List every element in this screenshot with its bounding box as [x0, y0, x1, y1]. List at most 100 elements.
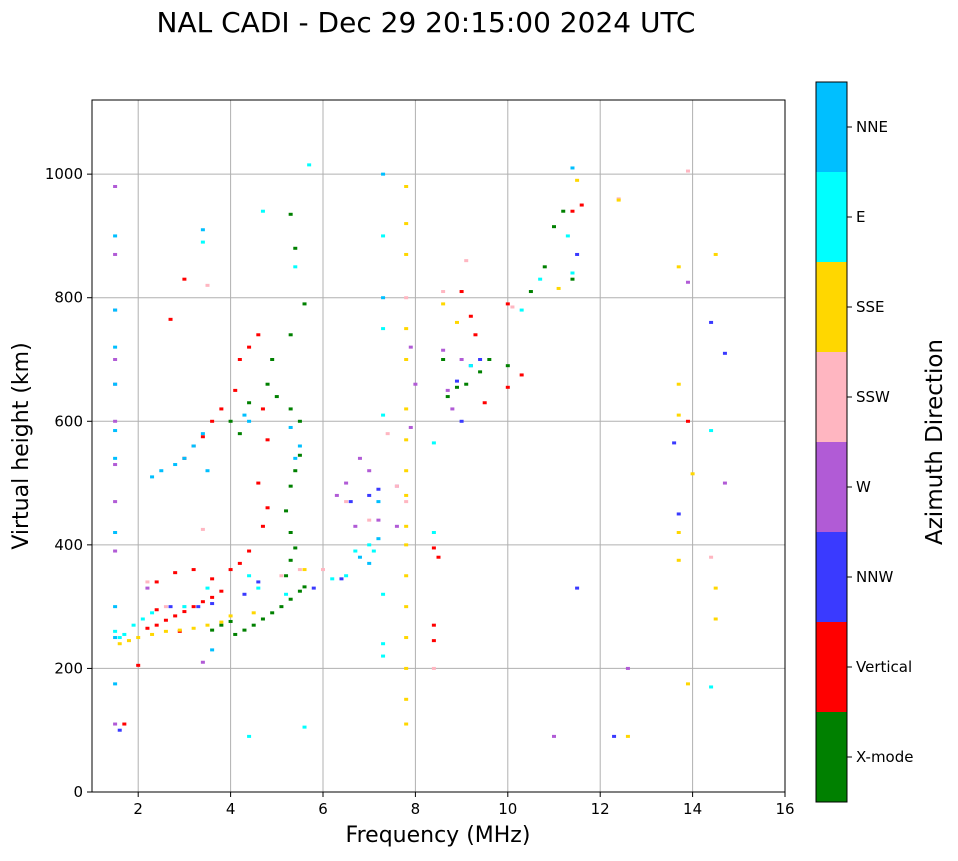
data-point-sse [713, 586, 718, 590]
data-point-vertical [519, 373, 524, 377]
y-tick-label: 400 [54, 536, 83, 554]
data-point-sse [404, 469, 409, 473]
data-point-ssw [200, 527, 205, 531]
data-point-sse [556, 286, 561, 290]
data-point-sse [404, 185, 409, 188]
data-point-nne [242, 413, 247, 417]
data-point-x-mode [445, 395, 450, 399]
data-point-e [182, 605, 187, 609]
data-point-vertical [265, 438, 270, 442]
data-point-x-mode [284, 574, 289, 578]
data-point-w [113, 463, 118, 467]
data-point-sse [205, 623, 210, 627]
data-point-e [381, 413, 386, 417]
data-point-vertical [219, 589, 224, 593]
data-point-vertical [145, 626, 150, 630]
data-point-w [685, 280, 690, 284]
data-point-w [459, 358, 464, 361]
data-point-w [552, 734, 556, 738]
data-point-w [334, 493, 339, 497]
y-tick-label: 200 [54, 659, 83, 677]
data-point-x-mode [302, 302, 307, 306]
data-point-vertical [173, 614, 178, 618]
data-point-ssw [344, 500, 349, 504]
data-point-ssw [163, 605, 168, 609]
data-point-sse [404, 605, 409, 609]
data-point-vertical [173, 571, 178, 575]
data-point-x-mode [454, 385, 459, 389]
data-point-e [468, 364, 473, 368]
data-point-x-mode [288, 531, 293, 534]
data-point-sse [191, 626, 196, 630]
chart-title: NAL CADI - Dec 29 20:15:00 2024 UTC [157, 6, 696, 39]
y-tick-label: 0 [73, 783, 83, 801]
colorbar-segment [816, 82, 847, 172]
data-point-w [344, 481, 349, 485]
data-point-vertical [219, 407, 224, 411]
data-point-vertical [265, 506, 270, 510]
data-point-e [256, 586, 261, 590]
data-point-e [709, 429, 714, 433]
data-point-nne [173, 463, 178, 467]
data-point-e [247, 734, 252, 738]
data-point-w [353, 524, 358, 528]
data-point-x-mode [210, 628, 215, 632]
data-point-sse [575, 178, 580, 182]
colorbar-label: SSW [856, 388, 890, 406]
axis-ticks: 2 4 6 8 10 12 14 16 0 200 400 600 800 1000 [45, 165, 795, 818]
data-point-sse [625, 734, 630, 738]
data-point-nne [381, 172, 386, 176]
data-point-vertical [182, 277, 187, 281]
data-point-w [113, 549, 118, 553]
data-point-ssw [297, 568, 302, 572]
data-point-e [200, 240, 205, 244]
data-point-w [408, 345, 413, 349]
data-point-nne [113, 382, 118, 386]
data-point-x-mode [233, 632, 238, 636]
data-point-x-mode [228, 619, 233, 623]
data-point-nne [113, 682, 118, 686]
data-point-w [113, 500, 118, 504]
data-point-e [117, 636, 122, 640]
data-point-vertical [685, 419, 690, 423]
data-point-w [394, 524, 399, 528]
data-point-sse [454, 320, 459, 324]
colorbar-label: NNE [856, 118, 888, 136]
data-point-vertical [431, 546, 436, 550]
data-point-nne [113, 345, 118, 349]
data-point-nnw [196, 605, 201, 609]
data-point-sse [219, 620, 224, 624]
data-point-nnw [722, 351, 727, 355]
data-point-nne [113, 531, 118, 534]
data-point-x-mode [288, 212, 293, 216]
data-point-nne [297, 444, 302, 448]
data-point-sse [404, 543, 409, 547]
data-point-vertical [210, 577, 215, 581]
data-point-sse [713, 617, 718, 621]
data-point-nnw [709, 320, 714, 324]
x-tick-label: 10 [498, 800, 517, 818]
data-point-vertical [237, 561, 242, 565]
data-point-x-mode [478, 370, 483, 374]
data-point-w [445, 388, 450, 392]
data-point-nnw [339, 577, 344, 581]
data-point-ssw [404, 296, 409, 300]
data-point-vertical [431, 639, 436, 643]
data-point-sse [441, 302, 446, 306]
data-point-vertical [247, 345, 252, 349]
data-point-x-mode [288, 597, 293, 601]
data-point-nne [113, 605, 118, 609]
data-point-e [140, 617, 145, 621]
data-point-nne [113, 456, 118, 460]
data-point-e [344, 574, 349, 578]
data-point-nnw [672, 441, 677, 445]
data-point-nne [570, 166, 575, 170]
data-point-ssw [685, 169, 690, 173]
data-point-x-mode [284, 509, 289, 513]
data-point-vertical [570, 209, 575, 213]
data-point-sse [676, 558, 681, 562]
data-point-nnw [256, 580, 261, 584]
data-point-e [565, 234, 570, 238]
data-point-vertical [210, 595, 215, 599]
